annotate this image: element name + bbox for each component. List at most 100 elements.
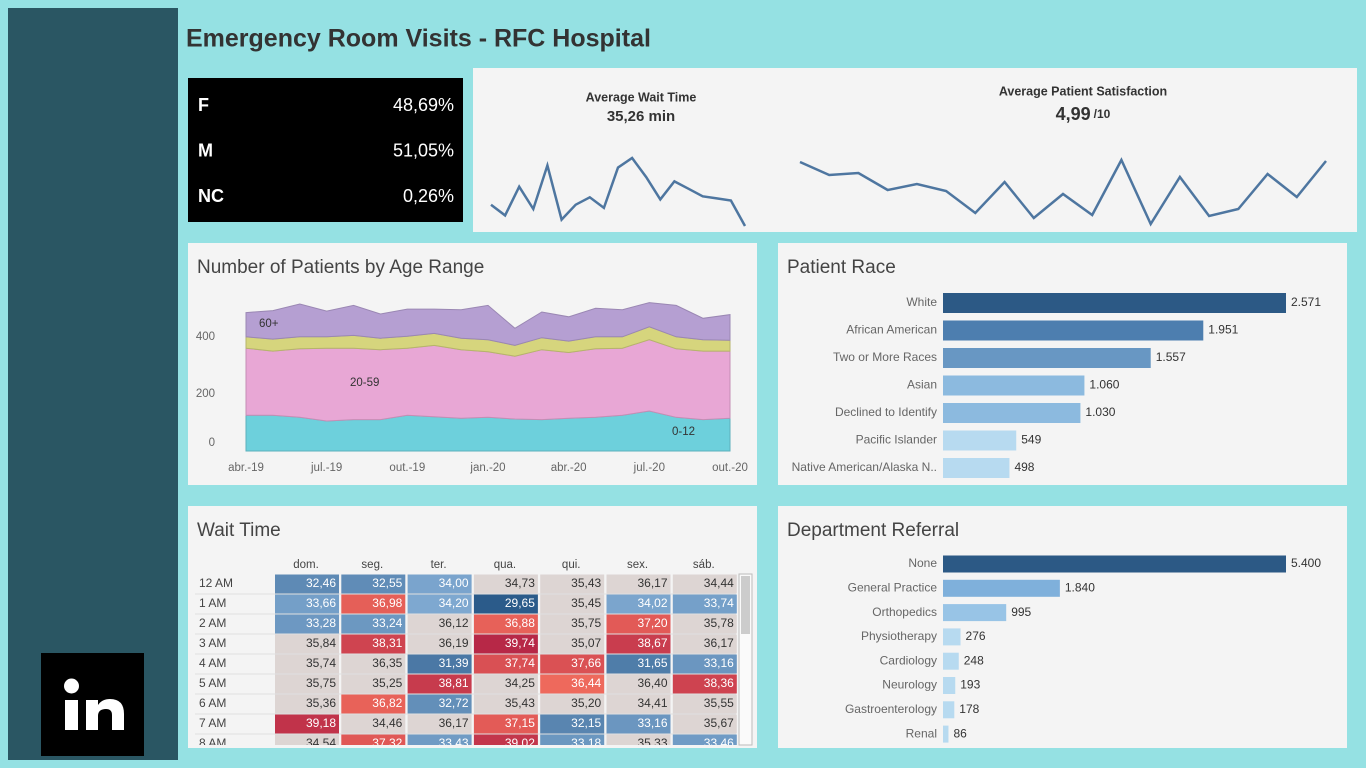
- bar: [943, 701, 955, 719]
- gender-label: F: [198, 95, 209, 115]
- cell-label: 32,55: [372, 576, 402, 590]
- row-label: 6 AM: [199, 696, 226, 710]
- bar: [943, 375, 1085, 396]
- bar: [943, 652, 959, 670]
- panel-title: Patient Race: [787, 257, 896, 278]
- heat-cell: [275, 694, 339, 714]
- column-label: dom.: [293, 559, 319, 571]
- heat-cell: [341, 654, 406, 674]
- heat-cell: [275, 734, 339, 745]
- gender-label: M: [198, 140, 213, 160]
- row-label: 4 AM: [199, 656, 226, 670]
- cell-label: 35,78: [704, 616, 734, 630]
- scroll-thumb[interactable]: [741, 576, 750, 634]
- cell-label: 33,46: [704, 736, 734, 750]
- column-label: sex.: [627, 559, 648, 571]
- heat-cell: [672, 714, 737, 734]
- heat-cell: [407, 634, 472, 654]
- cell-label: 33,66: [306, 596, 336, 610]
- cell-label: 34,44: [704, 576, 734, 590]
- category-label: None: [908, 556, 937, 570]
- heatmap: 12 AM 32,46 32,55 34,00 34,73 35,43 36,17 34,44…: [195, 574, 737, 750]
- x-tick-label: abr.-20: [551, 462, 587, 474]
- value-label: 2.571: [1291, 295, 1321, 309]
- heat-cell: [540, 714, 605, 734]
- heat-cell: [540, 694, 605, 714]
- panel: [188, 506, 757, 748]
- row-label: 5 AM: [199, 676, 226, 690]
- sparkline: [799, 157, 1327, 227]
- heat-cell: [672, 694, 737, 714]
- category-label: Cardiology: [880, 653, 937, 667]
- value-label: 178: [959, 702, 979, 716]
- cell-label: 35,55: [704, 696, 734, 710]
- bar: [943, 458, 1010, 478]
- cell-label: 34,20: [439, 596, 469, 610]
- x-tick-label: jan.-20: [469, 462, 505, 474]
- cell-label: 39,02: [505, 736, 535, 750]
- column-label: sáb.: [693, 559, 715, 571]
- heat-cell: [407, 674, 472, 694]
- row-label: 7 AM: [199, 716, 226, 730]
- heat-cell: [606, 574, 671, 594]
- heat-cell: [606, 734, 671, 745]
- x-tick-label: jul.-20: [633, 462, 665, 474]
- gender-label: NC: [198, 186, 224, 206]
- bar: [943, 348, 1151, 368]
- cell-label: 35,20: [571, 696, 601, 710]
- cell-label: 37,74: [505, 656, 535, 670]
- heat-cell: [473, 674, 538, 694]
- heat-cell: [540, 734, 605, 745]
- sparkline: [490, 156, 747, 227]
- cell-label: 36,17: [439, 716, 469, 730]
- category-label: Orthopedics: [872, 605, 937, 619]
- cell-label: 36,44: [571, 676, 601, 690]
- panel: [778, 506, 1347, 748]
- heat-cell: [473, 574, 538, 594]
- value-label: 248: [964, 653, 984, 667]
- series-label: 20-59: [350, 377, 379, 389]
- cell-label: 33,24: [372, 616, 402, 630]
- bar: [943, 725, 949, 743]
- x-tick-label: out.-20: [712, 462, 748, 474]
- heat-cell: [275, 594, 339, 614]
- category-label: Declined to Identify: [835, 405, 937, 419]
- cell-label: 37,20: [637, 616, 667, 630]
- cell-label: 29,65: [505, 596, 535, 610]
- heat-cell: [341, 734, 406, 745]
- row-label: 8 AM: [199, 736, 226, 750]
- cell-label: 31,39: [439, 656, 469, 670]
- page-title: Emergency Room Visits - RFC Hospital: [186, 25, 651, 53]
- heat-cell: [606, 654, 671, 674]
- category-label: Asian: [907, 378, 937, 392]
- panel-title: Number of Patients by Age Range: [197, 257, 484, 278]
- x-tick-label: jul.-19: [310, 462, 342, 474]
- bar: [943, 579, 1060, 597]
- y-tick-label: 400: [196, 331, 215, 343]
- cell-label: 34,73: [505, 576, 535, 590]
- bar: [943, 555, 1286, 573]
- cell-label: 35,84: [306, 636, 336, 650]
- value-label: 498: [1014, 460, 1034, 474]
- cell-label: 35,33: [637, 736, 667, 750]
- series-label: 60+: [259, 318, 279, 330]
- cell-label: 34,00: [439, 576, 469, 590]
- kpi-unit: /10: [1094, 107, 1111, 121]
- cell-label: 33,74: [704, 596, 734, 610]
- cell-label: 38,81: [439, 676, 469, 690]
- cell-label: 38,31: [372, 636, 402, 650]
- cell-label: 39,18: [306, 716, 336, 730]
- kpi-value: 4,99/10: [1056, 104, 1111, 124]
- linkedin-logo[interactable]: [41, 653, 144, 756]
- heat-cell: [341, 614, 406, 634]
- heat-cell: [275, 574, 339, 594]
- heat-cell: [606, 594, 671, 614]
- heat-cell: [407, 614, 472, 634]
- heat-cell: [473, 654, 538, 674]
- kpi-title: Average Wait Time: [586, 90, 697, 104]
- heat-cell: [672, 654, 737, 674]
- bar: [943, 320, 1204, 341]
- cell-label: 37,15: [505, 716, 535, 730]
- heat-cell: [473, 614, 538, 634]
- cell-label: 35,43: [505, 696, 535, 710]
